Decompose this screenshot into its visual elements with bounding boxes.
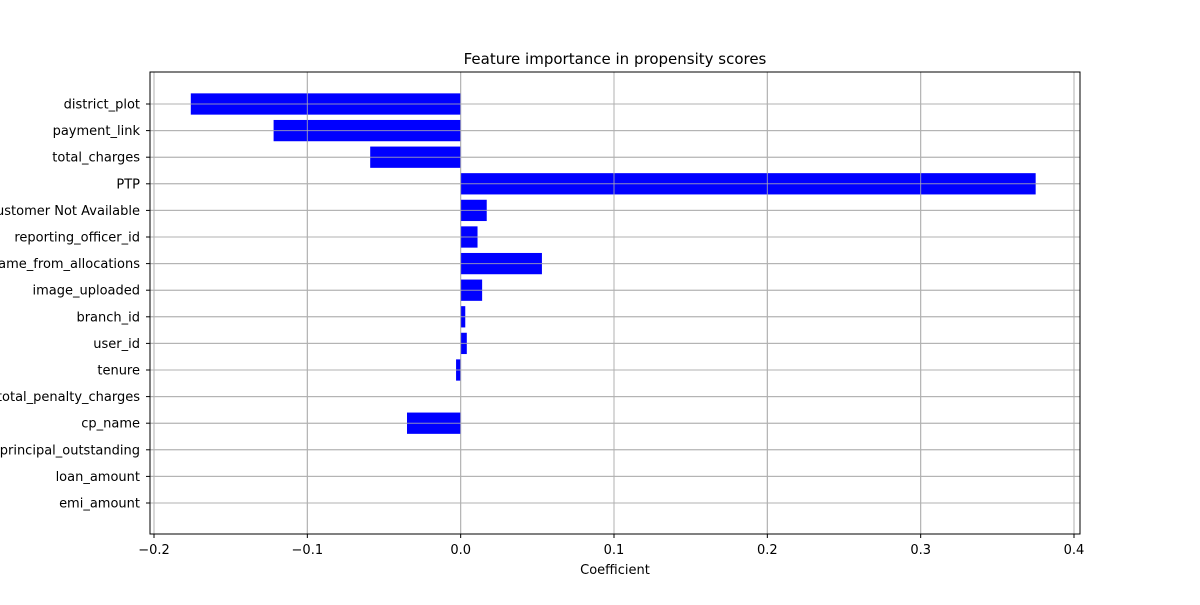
y-tick-label: tenure xyxy=(97,364,140,379)
y-tick-label: total_charges xyxy=(52,151,140,166)
x-tick-label: −0.2 xyxy=(138,543,170,558)
y-tick-label: loan_amount xyxy=(56,470,140,485)
y-tick-label: total_penalty_charges xyxy=(0,390,140,405)
y-tick-label: branch_id xyxy=(76,310,140,325)
x-tick-label: 0.3 xyxy=(910,543,931,558)
bars-layer xyxy=(150,72,1080,534)
y-tick-label: district_plot xyxy=(64,98,140,113)
y-tick-label: principal_outstanding xyxy=(0,443,140,458)
y-tick-label: cp_name xyxy=(81,417,140,432)
grid-layer xyxy=(150,72,1080,534)
plot-frame xyxy=(149,71,1081,535)
y-tick-label: user_id xyxy=(93,337,140,352)
chart-title: Feature importance in propensity scores xyxy=(464,50,767,68)
x-axis-label: Coefficient xyxy=(580,563,650,578)
y-tick-label: image_uploaded xyxy=(32,284,140,299)
y-tick-label: PTP xyxy=(116,177,140,192)
y-tick-label: payment_link xyxy=(53,124,141,139)
ticks-layer: −0.2 −0.1 0.0 0.1 0.2 0.3 0.4 district_plotpaym… xyxy=(0,98,1084,559)
x-tick-label: −0.1 xyxy=(292,543,324,558)
x-tick-label: 0.0 xyxy=(450,543,471,558)
x-tick-label: 0.4 xyxy=(1064,543,1085,558)
x-tick-label: 0.1 xyxy=(604,543,625,558)
y-tick-label: Customer Not Available xyxy=(0,204,140,219)
y-tick-label: name_from_allocations xyxy=(0,257,140,272)
x-tick-label: 0.2 xyxy=(757,543,778,558)
y-tick-label: emi_amount xyxy=(59,497,140,512)
y-tick-label: reporting_officer_id xyxy=(14,231,140,246)
